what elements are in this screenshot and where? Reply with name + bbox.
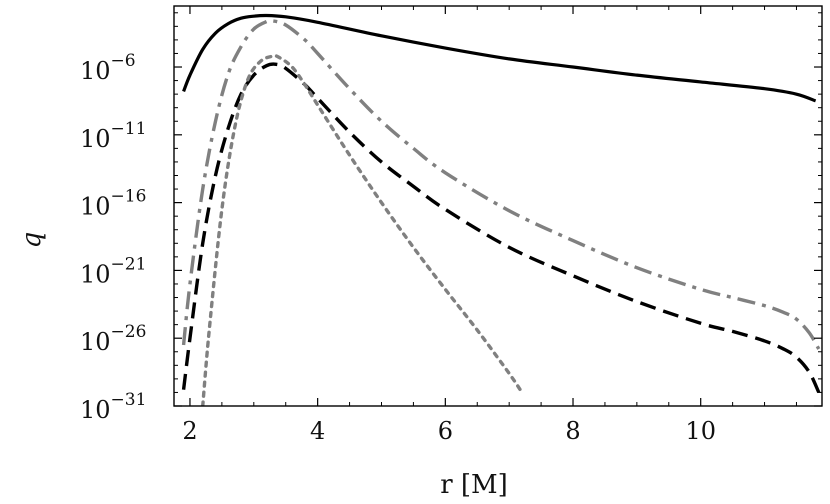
y-axis-title: q bbox=[17, 232, 47, 249]
y-tick-base: 10 bbox=[80, 396, 111, 424]
x-tick-label: 6 bbox=[438, 417, 453, 445]
y-tick-base: 10 bbox=[80, 328, 111, 356]
y-tick-label: 10−26 bbox=[80, 322, 146, 356]
y-axis-title-accent: ‾ bbox=[0, 233, 25, 246]
y-tick-base: 10 bbox=[80, 193, 111, 221]
y-tick-base: 10 bbox=[80, 57, 111, 85]
x-tick-label: 10 bbox=[685, 417, 716, 445]
y-tick-exponent: −26 bbox=[111, 322, 147, 342]
y-tick-label: 10−16 bbox=[80, 187, 146, 221]
x-tick-label: 2 bbox=[182, 417, 197, 445]
series-line-solid bbox=[182, 13, 817, 103]
x-axis-ticks: 2 4 6 8 10 bbox=[182, 6, 797, 445]
plot-frame bbox=[173, 5, 823, 407]
y-tick-exponent: −6 bbox=[111, 51, 136, 71]
y-tick-base: 10 bbox=[80, 125, 111, 153]
x-axis-title: r [M] bbox=[440, 470, 508, 500]
y-tick-base: 10 bbox=[80, 260, 111, 288]
y-tick-exponent: −16 bbox=[111, 187, 147, 207]
y-axis-title-group: q ‾ bbox=[0, 232, 47, 249]
y-tick-exponent: −21 bbox=[111, 254, 147, 274]
y-tick-label: 10−11 bbox=[80, 119, 146, 153]
x-tick-label: 8 bbox=[565, 417, 580, 445]
series-line-dotted bbox=[201, 54, 524, 406]
series-line-dashdot bbox=[181, 18, 821, 350]
y-tick-exponent: −31 bbox=[111, 390, 147, 410]
x-tick-label: 4 bbox=[310, 417, 325, 445]
y-tick-exponent: −11 bbox=[111, 119, 147, 139]
series-line-dashed bbox=[181, 62, 821, 394]
series-layer bbox=[181, 13, 821, 406]
y-tick-label: 10−21 bbox=[80, 254, 146, 288]
y-tick-label: 10−6 bbox=[80, 51, 136, 85]
y-tick-label: 10−31 bbox=[80, 390, 146, 424]
